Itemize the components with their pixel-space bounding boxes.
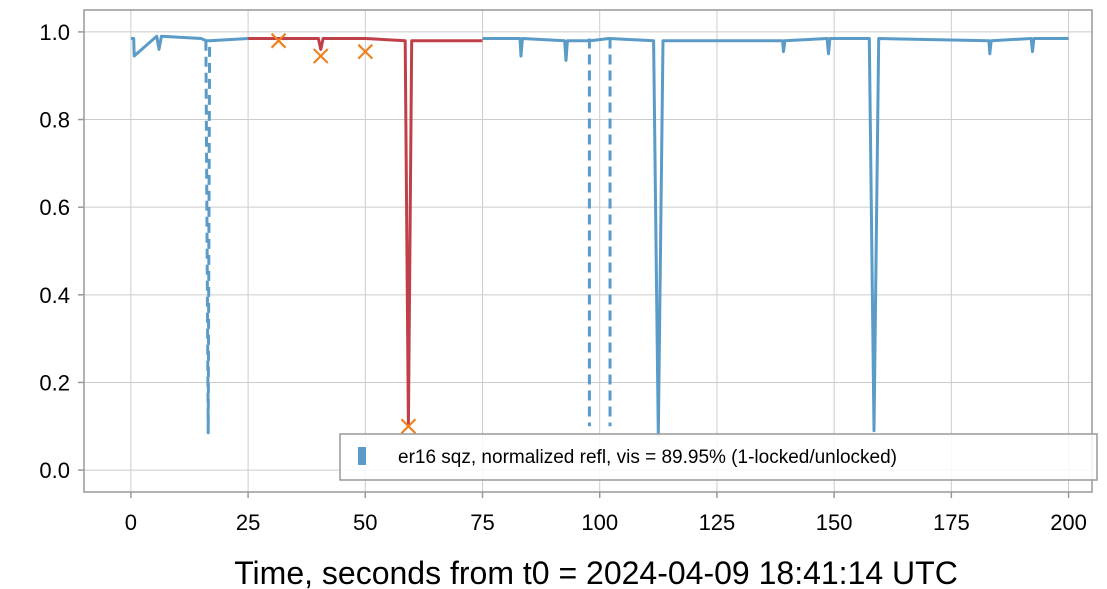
y-tick-label: 0.8 [39, 108, 70, 133]
x-tick-label: 50 [353, 510, 377, 535]
x-tick-label: 100 [581, 510, 618, 535]
series-layer [130, 32, 1069, 437]
marker-x [357, 43, 374, 60]
ticks: 0 25 50 75 100 125 150 175 200 0.0 0.2 0.4 0.6 0.8 1.0 [39, 20, 1087, 535]
series-3-line [482, 37, 1069, 437]
y-tick-label: 1.0 [39, 20, 70, 45]
marker-x [400, 418, 417, 435]
series-1-line [204, 40, 212, 435]
series-2-line [248, 37, 483, 428]
legend-box [339, 433, 1098, 481]
x-tick-label: 175 [933, 510, 970, 535]
x-tick-label: 0 [125, 510, 137, 535]
y-tick-label: 0.2 [39, 370, 70, 395]
y-tick-label: 0.6 [39, 195, 70, 220]
x-tick-label: 25 [236, 510, 260, 535]
legend: er16 sqz, normalized refl, vis = 89.95% … [339, 433, 1098, 481]
x-tick-label: 200 [1050, 510, 1087, 535]
y-tick-label: 0.4 [39, 283, 70, 308]
marker-x [270, 32, 287, 49]
x-axis-label: Time, seconds from t0 = 2024-04-09 18:41… [234, 555, 958, 589]
y-tick-label: 0.0 [39, 458, 70, 483]
x-tick-label: 75 [470, 510, 494, 535]
plot-frame [83, 9, 1093, 493]
x-tick-label: 125 [699, 510, 736, 535]
x-tick-label: 150 [816, 510, 853, 535]
legend-swatch [358, 447, 366, 465]
legend-label: er16 sqz, normalized refl, vis = 89.95% … [398, 447, 897, 468]
series-0-line [130, 34, 249, 58]
marker-x [312, 48, 329, 64]
